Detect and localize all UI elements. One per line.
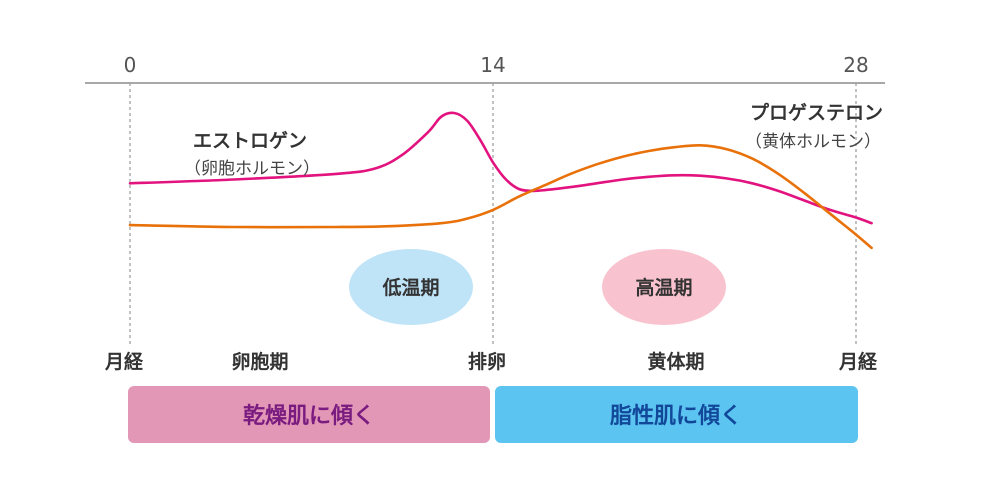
phase-label-ovulation: 排卵: [468, 350, 506, 373]
high-temp-ellipse: [602, 249, 726, 325]
series-label-estrogen: エストロゲン: [193, 130, 307, 152]
oily-skin-label: 脂性肌に傾く: [610, 403, 742, 429]
dry-skin-band: [128, 386, 490, 443]
phase-label-menstruation: 月経: [104, 350, 144, 373]
oily-skin-band: [495, 386, 858, 443]
dry-skin-label: 乾燥肌に傾く: [243, 403, 375, 429]
high-temp-label: 高温期: [635, 276, 692, 299]
series-line-progesterone: [128, 143, 873, 250]
x-tick-label: 28: [843, 53, 868, 77]
low-temp-ellipse: [349, 249, 473, 325]
phase-label-luteal: 黄体期: [647, 350, 704, 373]
phase-label-follicular: 卵胞期: [231, 350, 288, 373]
phase-label-menstruation-end: 月経: [838, 350, 878, 373]
low-temp-label: 低温期: [381, 276, 439, 299]
x-tick-label: 14: [480, 53, 505, 77]
series-label-progesterone: プロゲステロン: [750, 101, 883, 124]
series-sublabel-progesterone: （黄体ホルモン）: [745, 132, 881, 152]
x-tick-label: 0: [124, 53, 137, 77]
series-sublabel-estrogen: （卵胞ホルモン）: [184, 159, 320, 179]
